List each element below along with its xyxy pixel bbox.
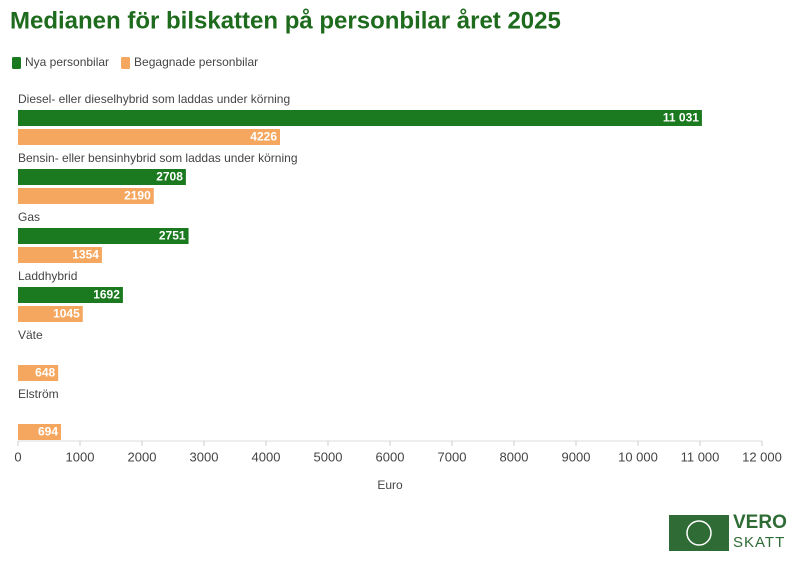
x-tick-label: 9000 — [562, 449, 591, 464]
x-tick-label: 0 — [14, 449, 21, 464]
x-tick-label: 12 000 — [742, 449, 782, 464]
x-tick-label: 7000 — [438, 449, 467, 464]
bar — [18, 169, 186, 185]
category-label: Diesel- eller dieselhybrid som laddas un… — [18, 92, 290, 106]
logo-emblem — [686, 520, 712, 546]
legend-swatch — [121, 57, 131, 69]
value-label: 2751 — [159, 229, 186, 243]
category-label: Laddhybrid — [18, 269, 77, 283]
logo-text: VERO — [733, 512, 787, 533]
value-label: 1045 — [53, 307, 80, 321]
value-label: 648 — [35, 366, 55, 380]
bar — [18, 247, 102, 263]
logo-text: SKATT — [733, 534, 785, 551]
x-tick-label: 8000 — [500, 449, 529, 464]
x-tick-label: 5000 — [314, 449, 343, 464]
bar — [18, 287, 123, 303]
x-tick-label: 4000 — [252, 449, 281, 464]
value-label: 694 — [38, 425, 58, 439]
x-axis-label: Euro — [377, 478, 403, 492]
category-label: Gas — [18, 210, 40, 224]
x-tick-label: 10 000 — [618, 449, 658, 464]
category-label: Väte — [18, 328, 43, 342]
x-tick-label: 3000 — [190, 449, 219, 464]
legend-label: Begagnade personbilar — [134, 55, 258, 69]
x-tick-label: 2000 — [128, 449, 157, 464]
bar — [18, 306, 83, 322]
chart-title: Medianen för bilskatten på personbilar å… — [10, 7, 561, 34]
x-tick-label: 6000 — [376, 449, 405, 464]
category-label: Elström — [18, 387, 59, 401]
bar — [18, 228, 189, 244]
bar — [18, 188, 154, 204]
bar — [18, 424, 62, 440]
category-label: Bensin- eller bensinhybrid som laddas un… — [18, 151, 298, 165]
x-tick-label: 11 000 — [681, 449, 720, 464]
bar — [18, 110, 702, 126]
bar — [18, 365, 59, 381]
value-label: 1692 — [93, 288, 120, 302]
legend-label: Nya personbilar — [25, 55, 109, 69]
value-label: 2190 — [124, 189, 151, 203]
value-label: 11 031 — [663, 111, 699, 125]
value-label: 2708 — [156, 170, 183, 184]
value-label: 1354 — [72, 248, 99, 262]
legend-swatch — [12, 57, 21, 69]
value-label: 4226 — [250, 130, 277, 144]
bar — [18, 129, 281, 145]
x-tick-label: 1000 — [66, 449, 95, 464]
